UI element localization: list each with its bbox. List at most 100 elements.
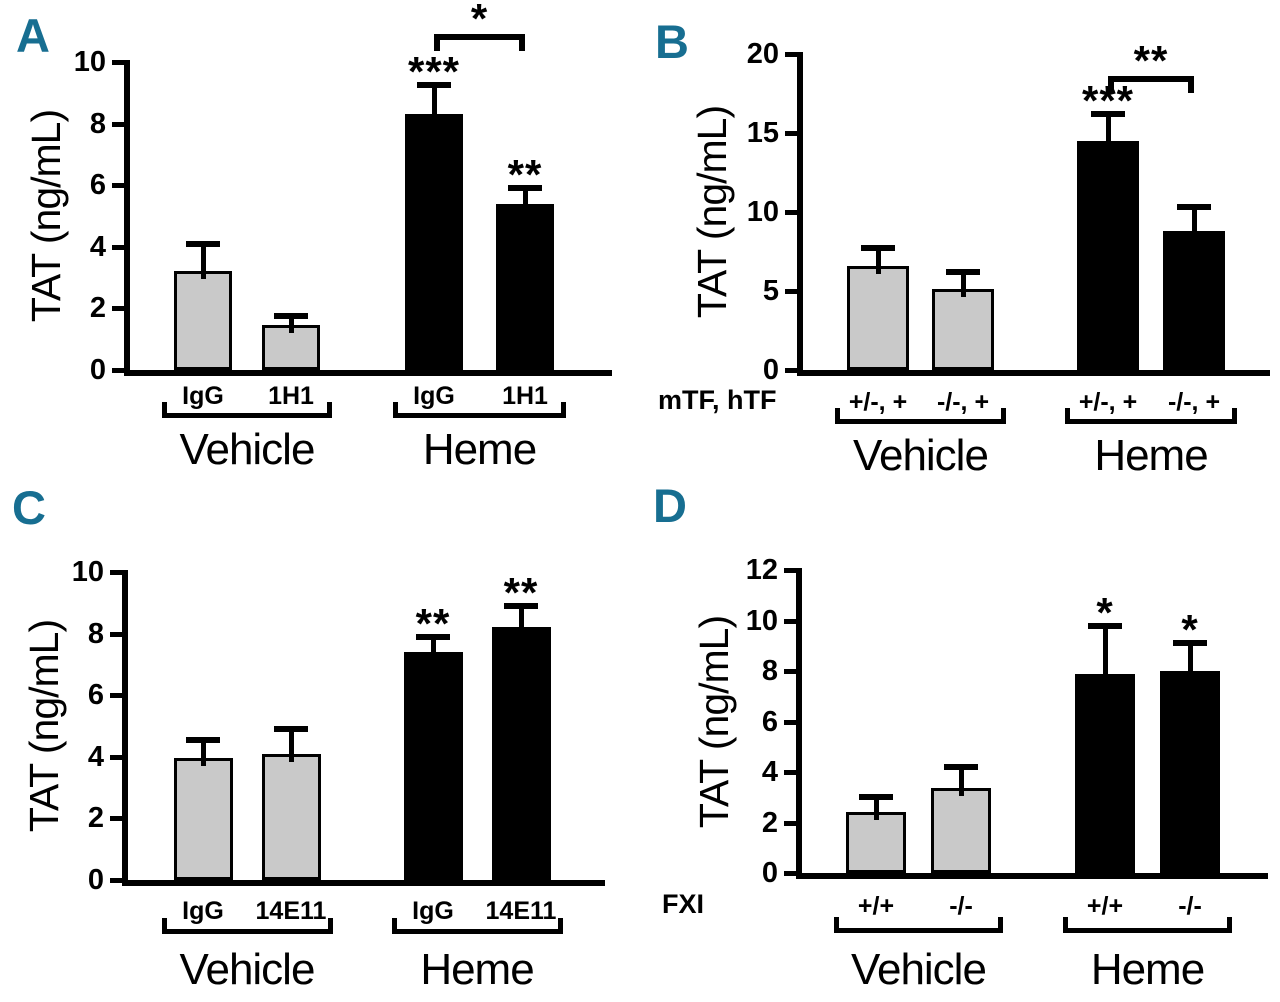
y-tick-label: 8 [761, 655, 778, 687]
bar--/- [931, 788, 991, 873]
y-tick-label: 4 [89, 230, 106, 263]
group-bracket-end [327, 402, 332, 418]
y-tick-label: 8 [89, 107, 106, 140]
y-tick [785, 289, 803, 294]
y-axis-line [122, 572, 128, 886]
y-tick [784, 669, 802, 674]
error-bar-cap [186, 240, 220, 247]
error-bar-line [431, 636, 436, 661]
y-tick-label: 2 [87, 802, 104, 835]
bar-label: 1H1 [502, 382, 548, 410]
y-tick [110, 878, 128, 883]
y-tick-label: 20 [746, 38, 779, 70]
error-bar-cap [508, 185, 542, 192]
x-axis-line [797, 370, 1270, 376]
group-label: Heme [420, 945, 534, 994]
y-tick-label: 10 [73, 46, 106, 78]
x-axis-line [796, 873, 1268, 879]
group-bracket [1065, 419, 1237, 424]
y-axis-line [797, 54, 803, 376]
error-bar-line [1188, 643, 1193, 679]
bar-label: 14E11 [255, 897, 327, 925]
panel-letter-c: C [12, 481, 46, 534]
error-bar-cap [416, 633, 450, 640]
y-tick-label: 8 [87, 617, 104, 650]
y-tick-label: 0 [761, 857, 778, 889]
group-bracket [835, 419, 1006, 424]
y-tick [110, 816, 128, 822]
group-label: Vehicle [851, 945, 987, 994]
y-axis-line [124, 62, 130, 376]
y-axis-label: TAT (ng/mL) [23, 109, 69, 323]
error-bar-line [523, 188, 528, 212]
bar-+/-, + [847, 265, 909, 370]
y-tick [112, 306, 130, 312]
group-label: Heme [1094, 431, 1208, 480]
y-tick-label: 6 [761, 705, 778, 738]
y-tick [785, 210, 803, 215]
y-tick [112, 121, 130, 127]
bar-label: -/- [1178, 892, 1202, 920]
error-bar-line [876, 248, 881, 274]
group-bracket [161, 929, 333, 934]
comparison-bracket [434, 34, 525, 41]
bar-14e11 [261, 753, 321, 880]
group-bracket-end [557, 918, 563, 934]
error-bar-cap [1088, 622, 1122, 629]
comparison-bracket-end [519, 34, 525, 52]
group-label: Vehicle [853, 431, 989, 480]
significance-stars: ** [507, 151, 543, 199]
group-bracket [834, 928, 1003, 933]
group-label: Vehicle [179, 945, 316, 994]
group-bracket [393, 413, 566, 418]
comparison-stars: ** [1133, 37, 1169, 85]
significance-stars: * [1181, 606, 1199, 654]
group-bracket-end [561, 402, 566, 418]
y-tick-label: 10 [71, 556, 104, 588]
significance-stars: * [1096, 588, 1114, 636]
y-tick [112, 368, 130, 373]
y-tick-label: 10 [746, 196, 779, 228]
y-tick-label: 0 [762, 354, 779, 386]
group-label: Vehicle [179, 425, 316, 474]
bar-igg [405, 114, 463, 370]
panel-b: B TAT (ng/mL) mTF, hTF 0 5 10 15 20 +/-, + -/-… [640, 0, 1280, 480]
y-axis-line [796, 570, 802, 879]
group-bracket [391, 929, 563, 934]
group-bracket-end [834, 917, 839, 933]
group-label: Heme [422, 425, 537, 474]
error-bar-line [201, 739, 206, 767]
group-bracket-end [327, 918, 333, 934]
error-bar-line [1192, 207, 1197, 239]
bar--/-, + [932, 289, 994, 370]
error-bar-line [1106, 114, 1111, 149]
panel-letter-a: A [16, 9, 50, 62]
bar-igg [403, 652, 463, 880]
error-bar-line [959, 766, 964, 797]
group-bracket-end [998, 917, 1003, 933]
bar-label: -/-, + [1167, 388, 1221, 416]
error-bar-cap [1177, 204, 1211, 211]
x-axis-line [124, 370, 612, 376]
y-axis-label: TAT (ng/mL) [21, 619, 67, 833]
error-bar-line [874, 797, 879, 821]
significance-stars: *** [407, 48, 461, 96]
y-tick [784, 719, 802, 725]
bar-label: +/-, + [848, 388, 908, 416]
error-bar-cap [186, 736, 220, 743]
panel-letter-b: B [655, 15, 689, 68]
y-tick [110, 570, 128, 575]
bar-label: 1H1 [268, 382, 314, 410]
group-bracket-end [391, 918, 397, 934]
panel-letter-d: D [653, 479, 687, 532]
comparison-bracket-end [1188, 76, 1194, 94]
error-bar-cap [1173, 640, 1207, 647]
error-bar-cap [861, 245, 895, 252]
error-bar-line [432, 85, 437, 123]
y-tick-label: 12 [745, 554, 778, 586]
y-tick [784, 770, 802, 775]
bar-14e11 [491, 627, 551, 880]
bar--/-, + [1163, 230, 1225, 370]
y-tick [110, 693, 128, 699]
group-bracket-end [161, 918, 167, 934]
